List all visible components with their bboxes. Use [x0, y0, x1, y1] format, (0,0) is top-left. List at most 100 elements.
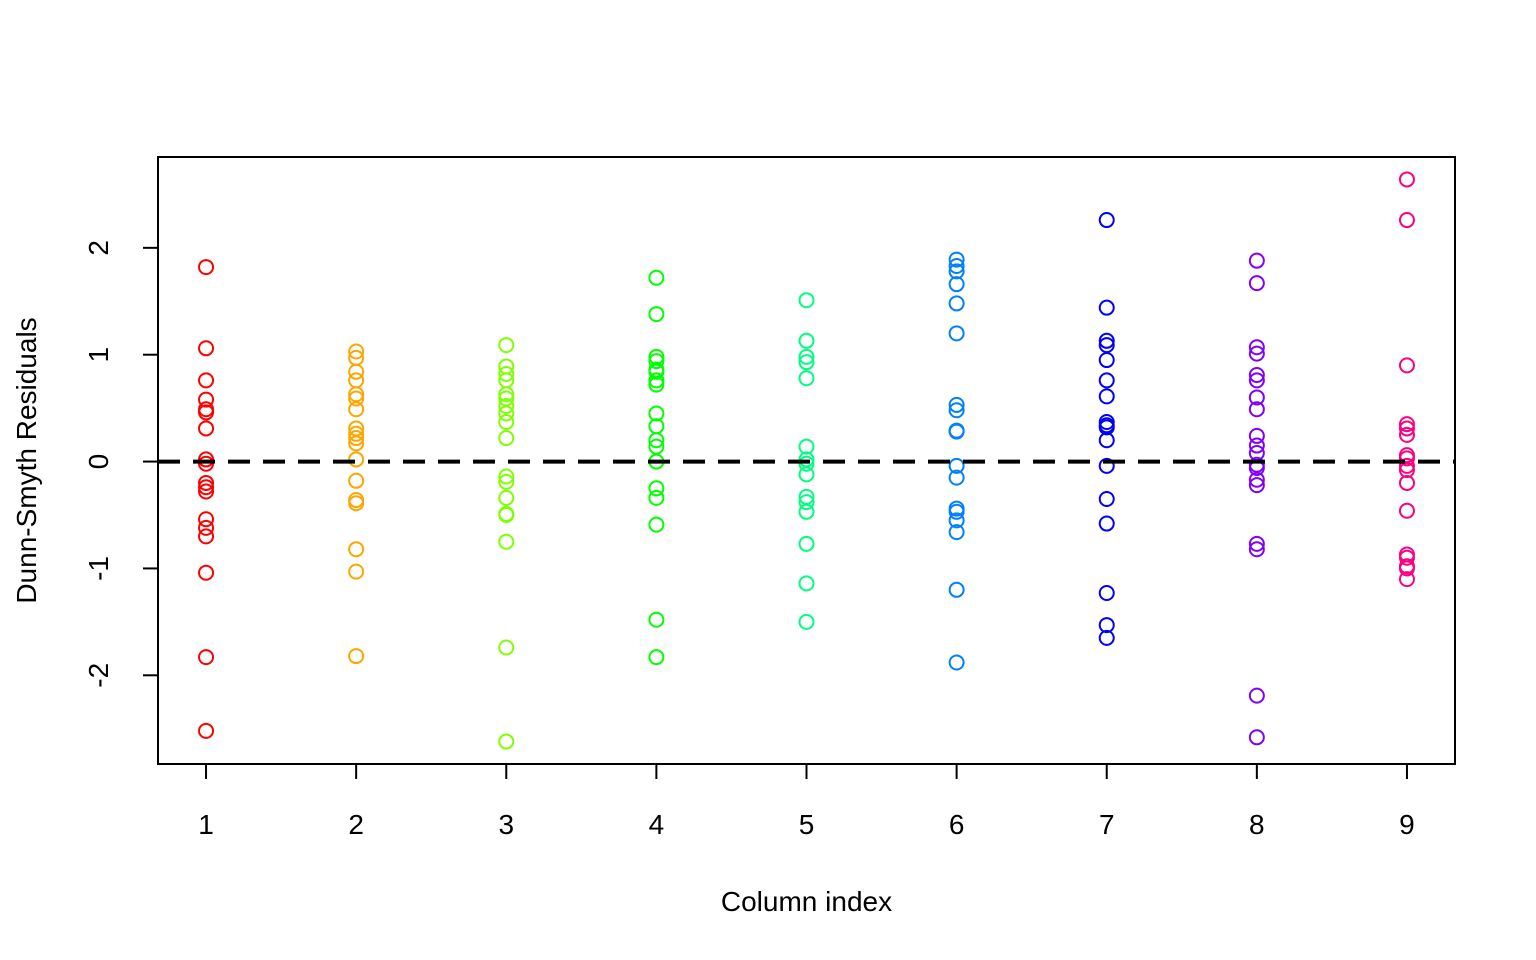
data-point-col1-13: [198, 519, 215, 536]
data-point-col3-10: [498, 468, 515, 485]
data-point-col2-11: [348, 451, 365, 468]
data-point-col1-2: [198, 372, 215, 389]
data-point-col7-13: [1098, 515, 1115, 532]
data-point-col3-14: [498, 507, 515, 524]
data-point-col9-1: [1398, 212, 1415, 229]
data-point-col8-14: [1248, 477, 1265, 494]
data-point-col8-9: [1248, 437, 1265, 454]
data-point-col1-4: [198, 401, 215, 418]
data-point-col9-3: [1398, 416, 1415, 433]
data-point-col8-18: [1248, 729, 1265, 746]
data-point-col1-7: [198, 451, 215, 468]
data-point-col7-2: [1098, 332, 1115, 349]
y-axis-title: Dunn-Smyth Residuals: [11, 317, 42, 603]
data-point-col3-17: [498, 733, 515, 750]
x-tick-label: 1: [198, 809, 214, 840]
data-point-col7-15: [1098, 617, 1115, 634]
data-point-col8-16: [1248, 541, 1265, 558]
data-point-col5-11: [798, 503, 815, 520]
data-point-col3-6: [498, 397, 515, 414]
data-point-col1-5: [198, 404, 215, 421]
data-point-col1-12: [198, 511, 215, 528]
data-point-col6-7: [948, 402, 965, 419]
data-point-col5-4: [798, 370, 815, 387]
data-point-col2-0: [348, 343, 365, 360]
x-tick-label: 4: [649, 809, 665, 840]
data-point-col9-15: [1398, 560, 1415, 577]
data-point-col7-4: [1098, 352, 1115, 369]
data-point-col2-3: [348, 372, 365, 389]
x-tick-label: 7: [1099, 809, 1115, 840]
data-point-col8-15: [1248, 535, 1265, 552]
data-point-col2-8: [348, 425, 365, 442]
data-point-col4-17: [648, 649, 665, 666]
data-point-col7-5: [1098, 372, 1115, 389]
data-point-col9-4: [1398, 420, 1415, 437]
data-point-col3-9: [498, 430, 515, 447]
data-point-col6-14: [948, 512, 965, 529]
data-point-col6-11: [948, 469, 965, 486]
data-point-col1-16: [198, 649, 215, 666]
data-point-col8-0: [1248, 252, 1265, 269]
data-point-col2-10: [348, 435, 365, 452]
data-point-col9-2: [1398, 357, 1415, 374]
x-tick-label: 3: [498, 809, 514, 840]
data-point-col1-11: [198, 483, 215, 500]
data-point-col5-10: [798, 494, 815, 511]
data-point-col9-9: [1398, 462, 1415, 479]
y-axis: -2 -1 0 1 2: [83, 240, 158, 688]
data-point-col9-10: [1398, 474, 1415, 491]
y-tick-label: -2: [83, 663, 114, 688]
data-point-col1-0: [198, 259, 215, 276]
data-point-col5-3: [798, 354, 815, 371]
data-point-col4-10: [648, 432, 665, 449]
data-point-col6-17: [948, 654, 965, 671]
data-point-col1-17: [198, 722, 215, 739]
data-point-col2-14: [348, 495, 365, 512]
data-point-col2-17: [348, 648, 365, 665]
data-point-col2-15: [348, 541, 365, 558]
data-point-col3-12: [498, 489, 515, 506]
data-point-col2-6: [348, 401, 365, 418]
data-point-col3-4: [498, 386, 515, 403]
data-point-col4-3: [648, 353, 665, 370]
data-point-col9-13: [1398, 549, 1415, 566]
data-point-col8-5: [1248, 372, 1265, 389]
data-point-col1-9: [198, 474, 215, 491]
y-tick-label: -1: [83, 556, 114, 581]
data-point-col2-9: [348, 430, 365, 447]
data-point-col4-1: [648, 306, 665, 323]
x-tick-label: 8: [1249, 809, 1265, 840]
data-point-col7-9: [1098, 419, 1115, 436]
data-point-col5-0: [798, 292, 815, 309]
x-axis-title: Column index: [721, 886, 892, 917]
data-point-col2-5: [348, 390, 365, 407]
data-point-col7-6: [1098, 388, 1115, 405]
data-point-col2-13: [348, 492, 365, 509]
data-point-col8-4: [1248, 367, 1265, 384]
data-point-col1-8: [198, 455, 215, 472]
data-point-col8-7: [1248, 401, 1265, 418]
data-point-col3-15: [498, 533, 515, 550]
data-point-col4-13: [648, 480, 665, 497]
data-point-col8-6: [1248, 389, 1265, 406]
data-point-col7-14: [1098, 585, 1115, 602]
data-point-col4-0: [648, 269, 665, 286]
x-tick-label: 5: [799, 809, 815, 840]
data-point-col4-8: [648, 405, 665, 422]
data-point-col6-4: [948, 295, 965, 312]
data-point-col7-16: [1098, 629, 1115, 646]
data-point-col8-1: [1248, 275, 1265, 292]
data-point-col9-11: [1398, 502, 1415, 519]
data-point-col6-16: [948, 581, 965, 598]
data-point-col4-6: [648, 372, 665, 389]
data-point-col8-17: [1248, 687, 1265, 704]
x-tick-label: 9: [1399, 809, 1415, 840]
data-point-col7-1: [1098, 299, 1115, 316]
x-tick-label: 6: [949, 809, 965, 840]
y-tick-label: 1: [83, 347, 114, 363]
data-point-col6-2: [948, 263, 965, 280]
data-point-col3-7: [498, 405, 515, 422]
data-point-col2-12: [348, 472, 365, 489]
data-point-col7-11: [1098, 457, 1115, 474]
